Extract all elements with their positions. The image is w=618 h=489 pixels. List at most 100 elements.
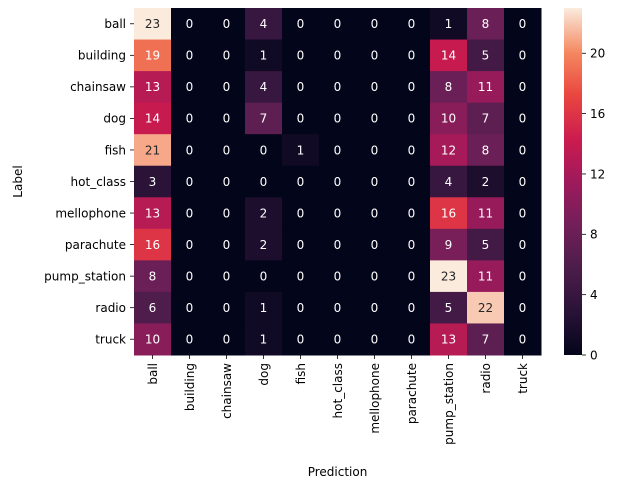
cell-value-label: 13	[145, 80, 160, 94]
heatmap-cell	[504, 8, 542, 41]
x-axis-title: Prediction	[308, 465, 368, 479]
cell-value-label: 10	[441, 112, 456, 126]
heatmap-cell	[171, 39, 209, 72]
heatmap-cell	[208, 323, 246, 356]
cell-value-label: 3	[149, 175, 157, 189]
cell-value-label: 0	[371, 175, 379, 189]
cell-value-label: 0	[371, 333, 379, 347]
cell-value-label: 0	[334, 206, 342, 220]
cell-value-label: 0	[297, 112, 305, 126]
x-tick-label: parachute	[405, 363, 419, 424]
heatmap-cell	[393, 260, 431, 293]
heatmap-cell	[504, 291, 542, 324]
y-tick-label: hot_class	[71, 175, 126, 189]
heatmap-cell	[134, 260, 172, 293]
cell-value-label: 0	[371, 80, 379, 94]
cell-value-label: 16	[441, 206, 456, 220]
cell-value-label: 7	[260, 112, 268, 126]
heatmap-cell	[430, 260, 468, 293]
heatmap-cell	[282, 39, 320, 72]
heatmap-cell	[171, 260, 209, 293]
cell-value-label: 0	[408, 143, 416, 157]
heatmap-cell	[134, 102, 172, 135]
cell-value-label: 0	[223, 175, 231, 189]
y-axis-title: Label	[11, 165, 25, 197]
cell-value-label: 0	[334, 80, 342, 94]
heatmap-cell	[504, 39, 542, 72]
heatmap-cell	[134, 228, 172, 261]
heatmap-cell	[467, 197, 505, 230]
cell-value-label: 0	[519, 49, 527, 63]
y-tick-label: pump_station	[44, 269, 126, 283]
heatmap-cell	[282, 165, 320, 198]
heatmap-cell	[356, 39, 394, 72]
cell-value-label: 0	[371, 238, 379, 252]
cell-value-label: 23	[145, 17, 160, 31]
heatmap-cell	[356, 165, 394, 198]
cell-value-label: 0	[297, 269, 305, 283]
heatmap-cell	[171, 291, 209, 324]
y-tick-label: fish	[105, 143, 126, 157]
heatmap-cell	[319, 260, 357, 293]
cell-value-label: 0	[223, 17, 231, 31]
cell-value-label: 0	[186, 238, 194, 252]
y-axis-ticks: ball building chainsaw dog fish hot_classmell…	[44, 17, 134, 347]
cell-value-label: 8	[482, 17, 490, 31]
heatmap-cell	[356, 134, 394, 167]
cell-value-label: 0	[297, 206, 305, 220]
heatmap-cell	[171, 228, 209, 261]
heatmap-cell	[393, 323, 431, 356]
heatmap-cell	[319, 291, 357, 324]
heatmap-cell	[356, 8, 394, 41]
cell-value-label: 0	[186, 301, 194, 315]
cell-value-label: 0	[334, 112, 342, 126]
heatmap-cell	[504, 134, 542, 167]
heatmap-cell	[245, 8, 283, 41]
cell-value-label: 0	[260, 175, 268, 189]
x-tick-label: dog	[257, 363, 271, 386]
cell-value-label: 1	[260, 301, 268, 315]
cell-value-label: 0	[519, 175, 527, 189]
cell-value-label: 1	[445, 17, 453, 31]
cell-value-label: 0	[408, 80, 416, 94]
heatmap-cell	[430, 134, 468, 167]
cell-value-label: 0	[334, 175, 342, 189]
heatmap-cell	[467, 134, 505, 167]
heatmap-cell	[467, 291, 505, 324]
cell-value-label: 0	[519, 17, 527, 31]
heatmap-cell	[171, 165, 209, 198]
x-tick-label: ball	[146, 363, 160, 385]
heatmap-cell	[504, 323, 542, 356]
cell-value-label: 0	[334, 49, 342, 63]
heatmap-cell	[393, 8, 431, 41]
cell-value-label: 0	[186, 143, 194, 157]
cell-value-label: 0	[519, 206, 527, 220]
cell-value-label: 4	[260, 80, 268, 94]
cell-value-label: 21	[145, 143, 160, 157]
cell-value-label: 10	[145, 333, 160, 347]
heatmap-cell	[208, 291, 246, 324]
cell-value-label: 0	[371, 269, 379, 283]
cell-value-label: 0	[186, 49, 194, 63]
cell-value-label: 0	[408, 301, 416, 315]
heatmap-cell	[134, 8, 172, 41]
heatmap-cell	[319, 8, 357, 41]
heatmap-cell	[245, 165, 283, 198]
heatmap-cells	[134, 8, 542, 356]
cell-value-label: 0	[223, 112, 231, 126]
cell-value-label: 0	[334, 17, 342, 31]
cell-value-label: 23	[441, 269, 456, 283]
heatmap-cell	[356, 102, 394, 135]
x-tick-label: pump_station	[442, 363, 456, 445]
heatmap-cell	[245, 102, 283, 135]
cell-value-label: 8	[149, 269, 157, 283]
heatmap-cell	[504, 260, 542, 293]
cell-value-label: 0	[223, 143, 231, 157]
heatmap-cell	[356, 228, 394, 261]
cell-value-label: 14	[145, 112, 160, 126]
cell-value-label: 6	[149, 301, 157, 315]
heatmap-cell	[430, 228, 468, 261]
cell-value-label: 12	[441, 143, 456, 157]
cell-value-label: 0	[186, 80, 194, 94]
heatmap-cell	[245, 71, 283, 104]
